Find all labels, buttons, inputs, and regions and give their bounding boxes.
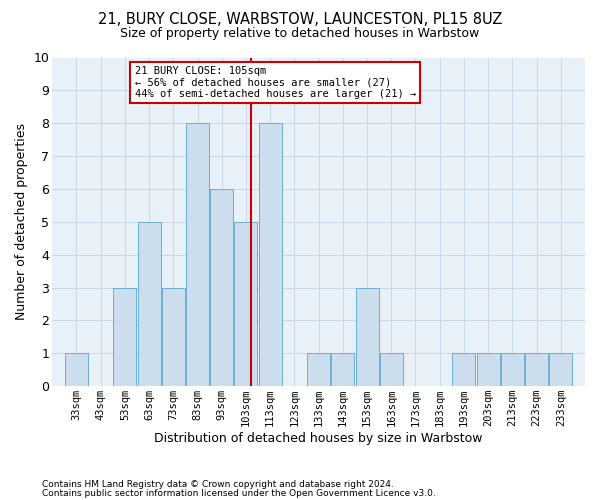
Bar: [452, 354, 475, 386]
Bar: [259, 123, 281, 386]
Bar: [137, 222, 161, 386]
Y-axis label: Number of detached properties: Number of detached properties: [15, 124, 28, 320]
Text: 21, BURY CLOSE, WARBSTOW, LAUNCESTON, PL15 8UZ: 21, BURY CLOSE, WARBSTOW, LAUNCESTON, PL…: [98, 12, 502, 28]
Text: Size of property relative to detached houses in Warbstow: Size of property relative to detached ho…: [121, 28, 479, 40]
Bar: [549, 354, 572, 386]
Bar: [186, 123, 209, 386]
Bar: [65, 354, 88, 386]
Bar: [307, 354, 330, 386]
Bar: [331, 354, 355, 386]
Bar: [162, 288, 185, 386]
Bar: [476, 354, 500, 386]
Text: 21 BURY CLOSE: 105sqm
← 56% of detached houses are smaller (27)
44% of semi-deta: 21 BURY CLOSE: 105sqm ← 56% of detached …: [134, 66, 416, 99]
Bar: [113, 288, 136, 386]
Bar: [210, 189, 233, 386]
Bar: [501, 354, 524, 386]
X-axis label: Distribution of detached houses by size in Warbstow: Distribution of detached houses by size …: [154, 432, 483, 445]
Bar: [380, 354, 403, 386]
Text: Contains public sector information licensed under the Open Government Licence v3: Contains public sector information licen…: [42, 489, 436, 498]
Bar: [356, 288, 379, 386]
Bar: [235, 222, 257, 386]
Bar: [525, 354, 548, 386]
Text: Contains HM Land Registry data © Crown copyright and database right 2024.: Contains HM Land Registry data © Crown c…: [42, 480, 394, 489]
